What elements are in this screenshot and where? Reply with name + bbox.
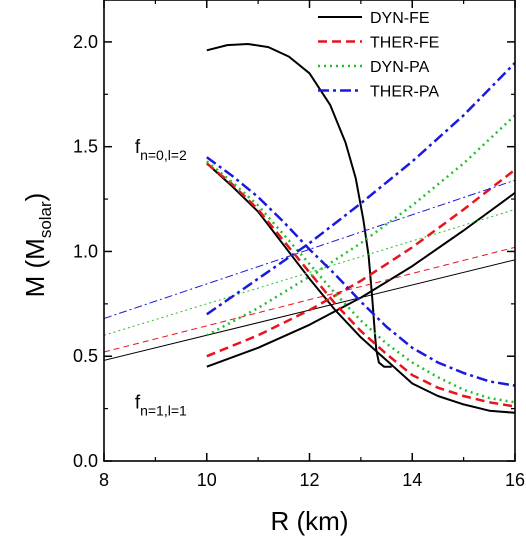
axes-layer: 8 10 12 14 16 0.0 0.5 1.0 1.5 2.0 xyxy=(73,0,525,490)
x-tick-label: 14 xyxy=(402,470,422,490)
y-axis-title-sub: solar xyxy=(36,201,55,238)
series-line-ther-fe-fn-0-l-2 xyxy=(206,162,515,408)
y-tick-label: 1.0 xyxy=(73,241,98,261)
x-tick-label: 8 xyxy=(99,470,109,490)
y-axis-title-close: ) xyxy=(20,193,50,202)
y-axis-title: M (Msolar) xyxy=(20,193,55,298)
legend: DYN-FE THER-FE DYN-PA THER-PA xyxy=(318,10,439,101)
series-line-dyn-fe-fn-0-l-2 xyxy=(206,162,515,414)
legend-label-dyn-fe: DYN-FE xyxy=(370,10,430,27)
series-layer xyxy=(104,43,515,414)
series-line-dyn-pa-ref xyxy=(104,209,515,336)
series-line-ther-fe-ref xyxy=(104,246,515,353)
x-tick-label: 16 xyxy=(505,470,525,490)
y-axis-title-main: M (M xyxy=(20,238,50,297)
legend-label-dyn-pa: DYN-PA xyxy=(370,59,430,76)
series-line-dyn-fe xyxy=(206,43,392,368)
mode-annotation-sub: n=1,l=1 xyxy=(140,403,187,419)
series-line-ther-pa xyxy=(206,62,515,316)
mode-annotation-2: fn=1,l=1 xyxy=(135,393,187,419)
x-tick-label: 12 xyxy=(299,470,319,490)
y-tick-label: 1.5 xyxy=(73,137,98,157)
x-axis-title: R (km) xyxy=(271,506,349,536)
y-tick-label: 0.0 xyxy=(73,451,98,471)
y-tick-label: 0.5 xyxy=(73,346,98,366)
mode-annotation-main: f xyxy=(135,137,141,158)
series-line-dyn-pa-fn-0-l-2 xyxy=(206,160,515,404)
mode-annotation-sub: n=0,l=2 xyxy=(140,147,187,163)
annotations: fn=0,l=2fn=1,l=1 xyxy=(135,137,187,419)
mode-annotation-main: f xyxy=(135,393,141,414)
series-line-ther-fe xyxy=(206,168,515,358)
y-tick-label: 2.0 xyxy=(73,32,98,52)
x-tick-label: 10 xyxy=(197,470,217,490)
legend-label-ther-pa: THER-PA xyxy=(370,84,439,101)
legend-label-ther-fe: THER-FE xyxy=(370,35,439,52)
series-line-ther-pa-fn-0-l-2 xyxy=(206,156,515,387)
mode-annotation-1: fn=0,l=2 xyxy=(135,137,187,163)
